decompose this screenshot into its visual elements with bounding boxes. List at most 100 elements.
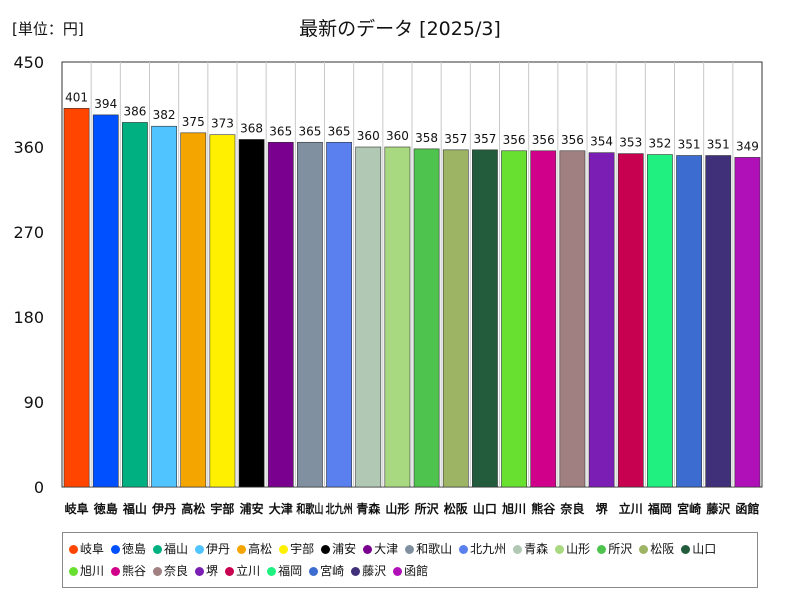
value-label: 360 <box>357 129 380 143</box>
category-label: 宇部 <box>210 501 234 516</box>
bar-23 <box>705 155 732 488</box>
category-label: 堺 <box>596 501 609 516</box>
legend-swatch-icon <box>267 567 277 576</box>
value-label: 357 <box>473 132 496 146</box>
bar-3 <box>122 122 148 488</box>
legend-item: 高松 <box>237 538 272 560</box>
legend-item: 宇部 <box>279 538 314 560</box>
y-tick-label: 360 <box>13 138 44 157</box>
legend-item: 旭川 <box>69 560 104 582</box>
legend-swatch-icon <box>639 545 649 554</box>
bar-9 <box>297 141 323 488</box>
legend-label: 徳島 <box>122 542 147 556</box>
category-label: 立川 <box>619 501 643 516</box>
legend-item: 福岡 <box>267 560 302 582</box>
legend-label: 宮崎 <box>320 564 345 578</box>
legend-label: 大津 <box>374 542 399 556</box>
category-label: 高松 <box>181 501 205 516</box>
legend-item: 松阪 <box>639 538 674 560</box>
legend-label: 所沢 <box>608 542 633 556</box>
category-label: 所沢 <box>415 501 440 516</box>
legend: 岐阜 徳島 福山 伊丹 高松 宇部 浦安 大津 和歌山 北九州 青森 山形 所沢 松阪 山口旭川 熊谷 奈良 堺 立… <box>62 532 758 588</box>
legend-label: 青森 <box>524 542 549 556</box>
bar-2 <box>92 114 119 488</box>
legend-swatch-icon <box>363 545 373 554</box>
value-label: 365 <box>328 124 351 138</box>
category-label: 北九州 <box>326 501 353 516</box>
category-label: 浦安 <box>240 501 264 516</box>
category-label: 福山 <box>122 501 147 516</box>
bar-10 <box>326 141 352 488</box>
legend-label: 旭川 <box>80 564 105 578</box>
legend-swatch-icon <box>195 567 205 576</box>
category-label: 和歌山 <box>296 501 324 516</box>
bar-14 <box>442 149 469 488</box>
category-label: 宮崎 <box>677 501 701 516</box>
legend-label: 北九州 <box>470 542 507 556</box>
value-label: 356 <box>503 133 526 147</box>
legend-swatch-icon <box>459 545 469 554</box>
legend-label: 福岡 <box>278 564 303 578</box>
legend-item: 宮崎 <box>309 560 344 582</box>
legend-swatch-icon <box>393 567 403 576</box>
legend-label: 藤沢 <box>362 564 387 578</box>
value-label: 353 <box>619 136 642 150</box>
legend-swatch-icon <box>321 545 331 554</box>
legend-label: 立川 <box>236 564 261 578</box>
legend-swatch-icon <box>153 567 163 576</box>
bar-6 <box>209 134 236 488</box>
category-label: 山形 <box>385 501 409 516</box>
legend-item: 北九州 <box>459 538 506 560</box>
bar-13 <box>413 148 440 488</box>
value-label: 349 <box>736 139 759 153</box>
legend-label: 福山 <box>164 542 189 556</box>
y-tick-label: 180 <box>13 308 44 327</box>
chart-title: 最新のデータ [2025/3] <box>299 18 501 40</box>
bar-24 <box>734 157 761 488</box>
legend-item: 函館 <box>393 560 428 582</box>
bar-7 <box>238 139 265 488</box>
bar-4 <box>151 125 177 488</box>
value-label: 373 <box>211 117 234 131</box>
legend-label: 函館 <box>404 564 429 578</box>
value-label: 358 <box>415 131 438 145</box>
bar-1 <box>63 107 90 488</box>
bar-12 <box>384 146 411 488</box>
legend-label: 和歌山 <box>416 542 453 556</box>
legend-label: 伊丹 <box>206 542 231 556</box>
legend-swatch-icon <box>681 545 691 554</box>
legend-item: 立川 <box>225 560 260 582</box>
category-label: 旭川 <box>501 501 526 516</box>
legend-swatch-icon <box>195 545 205 554</box>
legend-swatch-icon <box>237 545 247 554</box>
legend-swatch-icon <box>309 567 319 576</box>
legend-item: 奈良 <box>153 560 188 582</box>
value-label: 386 <box>123 104 146 118</box>
legend-swatch-icon <box>111 545 121 554</box>
legend-item: 山形 <box>555 538 590 560</box>
legend-swatch-icon <box>597 545 607 554</box>
value-label: 382 <box>153 108 176 122</box>
legend-label: 岐阜 <box>80 542 105 556</box>
bar-18 <box>559 150 586 488</box>
y-tick-label: 270 <box>13 223 44 242</box>
unit-label: [単位：円] <box>12 20 84 38</box>
legend-label: 熊谷 <box>122 564 147 578</box>
value-label: 401 <box>65 90 88 104</box>
legend-item: 徳島 <box>111 538 146 560</box>
legend-label: 浦安 <box>332 542 357 556</box>
legend-item: 青森 <box>513 538 548 560</box>
legend-swatch-icon <box>279 545 289 554</box>
legend-item: 大津 <box>363 538 398 560</box>
legend-swatch-icon <box>69 545 78 554</box>
value-label: 351 <box>678 138 701 152</box>
legend-item: 熊谷 <box>111 560 146 582</box>
legend-item: 伊丹 <box>195 538 230 560</box>
legend-item: 福山 <box>153 538 188 560</box>
y-tick-label: 450 <box>13 53 44 72</box>
legend-swatch-icon <box>351 567 361 576</box>
legend-item: 堺 <box>195 560 218 582</box>
bar-19 <box>588 152 615 488</box>
value-label: 351 <box>707 138 730 152</box>
legend-label: 堺 <box>206 564 219 578</box>
